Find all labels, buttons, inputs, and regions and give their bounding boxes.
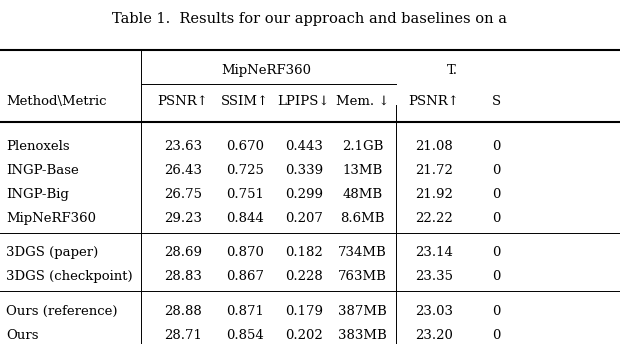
Text: 0: 0 xyxy=(492,329,500,342)
Text: LPIPS↓: LPIPS↓ xyxy=(278,95,330,108)
Text: 3DGS (checkpoint): 3DGS (checkpoint) xyxy=(6,270,133,283)
Text: 21.08: 21.08 xyxy=(415,140,453,153)
Text: 0: 0 xyxy=(492,140,500,153)
Text: 0.854: 0.854 xyxy=(226,329,264,342)
Text: 23.20: 23.20 xyxy=(415,329,453,342)
Text: 0.844: 0.844 xyxy=(226,212,264,225)
Text: 21.72: 21.72 xyxy=(415,164,453,177)
Text: 0.443: 0.443 xyxy=(285,140,323,153)
Text: 26.43: 26.43 xyxy=(164,164,202,177)
Text: SSIM↑: SSIM↑ xyxy=(221,95,269,108)
Text: 3DGS (paper): 3DGS (paper) xyxy=(6,246,99,259)
Text: 29.23: 29.23 xyxy=(164,212,202,225)
Text: 0.870: 0.870 xyxy=(226,246,264,259)
Text: 0.871: 0.871 xyxy=(226,305,264,318)
Text: 2.1GB: 2.1GB xyxy=(342,140,383,153)
Text: 48MB: 48MB xyxy=(343,188,383,201)
Text: 0.182: 0.182 xyxy=(285,246,322,259)
Text: MipNeRF360: MipNeRF360 xyxy=(6,212,96,225)
Text: Ours (reference): Ours (reference) xyxy=(6,305,118,318)
Text: 8.6MB: 8.6MB xyxy=(340,212,385,225)
Text: 13MB: 13MB xyxy=(343,164,383,177)
Text: PSNR↑: PSNR↑ xyxy=(409,95,459,108)
Text: 0: 0 xyxy=(492,270,500,283)
Text: 734MB: 734MB xyxy=(339,246,387,259)
Text: 23.14: 23.14 xyxy=(415,246,453,259)
Text: 28.69: 28.69 xyxy=(164,246,202,259)
Text: 21.92: 21.92 xyxy=(415,188,453,201)
Text: 26.75: 26.75 xyxy=(164,188,202,201)
Text: PSNR↑: PSNR↑ xyxy=(157,95,208,108)
Text: 0.179: 0.179 xyxy=(285,305,323,318)
Text: 0: 0 xyxy=(492,188,500,201)
Text: MipNeRF360: MipNeRF360 xyxy=(221,64,312,77)
Text: 28.71: 28.71 xyxy=(164,329,202,342)
Text: T.: T. xyxy=(446,64,458,77)
Text: Ours: Ours xyxy=(6,329,38,342)
Text: 23.03: 23.03 xyxy=(415,305,453,318)
Text: 0.867: 0.867 xyxy=(226,270,264,283)
Text: Table 1.  Results for our approach and baselines on a: Table 1. Results for our approach and ba… xyxy=(112,12,508,26)
Text: S: S xyxy=(492,95,500,108)
Text: 0.751: 0.751 xyxy=(226,188,264,201)
Text: 763MB: 763MB xyxy=(339,270,387,283)
Text: 0: 0 xyxy=(492,164,500,177)
Text: 0.207: 0.207 xyxy=(285,212,323,225)
Text: 28.88: 28.88 xyxy=(164,305,202,318)
Text: 0.228: 0.228 xyxy=(285,270,322,283)
Text: 28.83: 28.83 xyxy=(164,270,202,283)
Text: 383MB: 383MB xyxy=(339,329,387,342)
Text: 0: 0 xyxy=(492,212,500,225)
Text: 387MB: 387MB xyxy=(339,305,387,318)
Text: 0: 0 xyxy=(492,305,500,318)
Text: Plenoxels: Plenoxels xyxy=(6,140,70,153)
Text: Method\Metric: Method\Metric xyxy=(6,95,107,108)
Text: 0.725: 0.725 xyxy=(226,164,264,177)
Text: 22.22: 22.22 xyxy=(415,212,453,225)
Text: 23.63: 23.63 xyxy=(164,140,202,153)
Text: Mem. ↓: Mem. ↓ xyxy=(336,95,389,108)
Text: 23.35: 23.35 xyxy=(415,270,453,283)
Text: 0: 0 xyxy=(492,246,500,259)
Text: INGP-Big: INGP-Big xyxy=(6,188,69,201)
Text: 0.202: 0.202 xyxy=(285,329,322,342)
Text: INGP-Base: INGP-Base xyxy=(6,164,79,177)
Text: 0.670: 0.670 xyxy=(226,140,264,153)
Text: 0.299: 0.299 xyxy=(285,188,323,201)
Text: 0.339: 0.339 xyxy=(285,164,323,177)
